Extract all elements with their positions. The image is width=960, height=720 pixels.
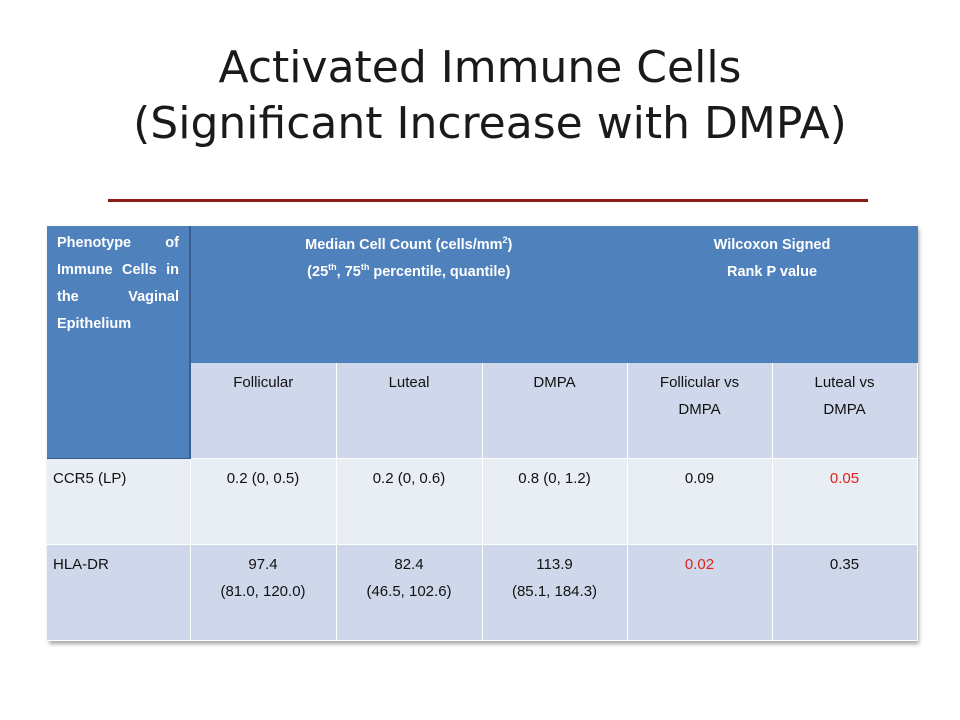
row-hla-p-luteal: 0.35 (772, 544, 918, 641)
row-ccr5-p-foll: 0.09 (627, 458, 773, 545)
row-hla-dmpa: 113.9 (85.1, 184.3) (482, 544, 628, 641)
phenotype-header-text: Phenotype of Immune Cells in the Vaginal… (57, 235, 179, 332)
row-ccr5-follicular: 0.2 (0, 0.5) (190, 458, 337, 545)
col-luteal: Luteal (336, 362, 483, 459)
title-line-1: Activated Immune Cells (218, 42, 742, 93)
title-underline (108, 199, 868, 202)
row-hla-p-foll: 0.02 (627, 544, 773, 641)
median-header: Median Cell Count (cells/mm2) (25th, 75t… (190, 226, 628, 363)
row-ccr5-luteal: 0.2 (0, 0.6) (336, 458, 483, 545)
subheader-row: Follicular Luteal DMPA Follicular vs DMP… (47, 362, 918, 459)
col-luteal-vs-dmpa: Luteal vs DMPA (772, 362, 918, 459)
col-foll-vs-dmpa: Follicular vs DMPA (627, 362, 773, 459)
table: Phenotype of Immune Cells in the Vaginal… (47, 226, 918, 641)
phenotype-header: Phenotype of Immune Cells in the Vaginal… (47, 226, 191, 459)
wilcoxon-header: Wilcoxon Signed Rank P value (627, 226, 918, 363)
header-row: Phenotype of Immune Cells in the Vaginal… (47, 226, 918, 459)
row-hla-luteal: 82.4 (46.5, 102.6) (336, 544, 483, 641)
row-hla-phenotype: HLA-DR (47, 544, 191, 641)
median-header-line1: Median Cell Count (cells/mm2) (305, 235, 513, 253)
title-line-2: (Significant Increase with DMPA) (133, 98, 847, 149)
median-header-line2: (25th, 75th percentile, quantile) (307, 262, 511, 280)
col-dmpa: DMPA (482, 362, 628, 459)
row-ccr5-dmpa: 0.8 (0, 1.2) (482, 458, 628, 545)
col-follicular: Follicular (190, 362, 337, 459)
row-ccr5-phenotype: CCR5 (LP) (47, 458, 191, 545)
table-row: CCR5 (LP) 0.2 (0, 0.5) 0.2 (0, 0.6) 0.8 … (47, 458, 918, 545)
wilcoxon-line-2: Rank P value (727, 264, 818, 280)
wilcoxon-line-1: Wilcoxon Signed (713, 237, 831, 253)
results-table: Phenotype of Immune Cells in the Vaginal… (47, 226, 918, 641)
table-row: HLA-DR 97.4 (81.0, 120.0) 82.4 (46.5, 10… (47, 544, 918, 641)
row-ccr5-p-luteal: 0.05 (772, 458, 918, 545)
slide-title: Activated Immune Cells (Significant Incr… (0, 40, 960, 152)
row-hla-follicular: 97.4 (81.0, 120.0) (190, 544, 337, 641)
